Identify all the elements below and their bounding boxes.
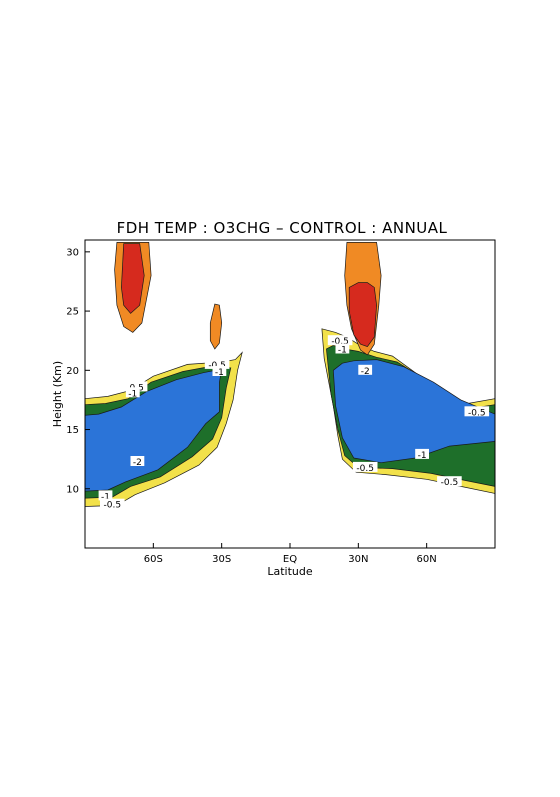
- contour-label-text: -0.5: [331, 337, 349, 347]
- contour-label-bg: [335, 343, 350, 354]
- contour-label-13: -0.5: [464, 406, 490, 418]
- contour-label-text: -1: [338, 346, 347, 356]
- contour-label-bg: [352, 461, 378, 472]
- x-tick-label-1: 30S: [212, 554, 231, 565]
- contour-label-bg: [358, 364, 373, 375]
- contour-label-4: -0.5: [100, 498, 125, 511]
- chart-title: FDH TEMP : O3CHG – CONTROL : ANNUAL: [117, 219, 448, 237]
- contour-label-bg: [122, 381, 148, 392]
- contour-label-bg: [437, 476, 462, 487]
- x-tick-label-3: 30N: [348, 554, 368, 565]
- y-tick-label-1: 15: [66, 425, 79, 436]
- contour-label-bg: [130, 456, 145, 466]
- contour-label-10: -0.5: [352, 461, 378, 474]
- contour-label-5: -0.5: [204, 358, 230, 371]
- filled-regions: [84, 242, 496, 507]
- contour-label-text: -1: [215, 368, 224, 378]
- contour-label-bg: [327, 335, 353, 346]
- region-7: [121, 243, 145, 314]
- x-tick-label-0: 60S: [144, 554, 163, 565]
- contour-label-1: -1: [125, 387, 140, 399]
- y-tick-label-0: 10: [66, 484, 79, 495]
- y-tick-label-4: 30: [66, 247, 79, 258]
- contour-label-text: -0.5: [356, 464, 374, 474]
- contour-label-12: -0.5: [437, 476, 462, 488]
- x-axis-label: Latitude: [267, 565, 313, 578]
- contour-label-11: -1: [415, 448, 429, 461]
- y-tick-label-3: 25: [66, 307, 79, 318]
- x-tick-label-2: EQ: [283, 554, 297, 565]
- contour-label-bg: [125, 387, 140, 398]
- x-axis: 60S 30S EQ 30N 60N: [144, 543, 437, 565]
- contour-label-text: -0.5: [208, 361, 226, 371]
- contour-label-text: -2: [361, 367, 370, 377]
- contour-label-bg: [464, 406, 490, 417]
- contour-label-text: -1: [101, 492, 110, 502]
- contour-label-text: -0.5: [441, 478, 459, 488]
- contour-label-text: -2: [133, 458, 142, 468]
- contour-label-bg: [415, 448, 429, 459]
- region-8: [209, 303, 223, 350]
- contour-label-bg: [204, 358, 230, 369]
- contour-label-bg: [98, 490, 113, 501]
- contour-label-bg: [100, 498, 125, 509]
- contour-labels: -0.5-1-2-1-0.5-0.5-1-0.5-1-2-0.5-1-0.5-0…: [98, 335, 490, 511]
- y-axis-label: Height (Km): [51, 361, 64, 427]
- contour-label-text: -1: [128, 389, 137, 399]
- x-tick-label-4: 60N: [417, 554, 437, 565]
- contour-label-8: -1: [335, 343, 350, 356]
- contour-label-text: -0.5: [104, 501, 122, 511]
- contour-label-text: -1: [418, 451, 427, 461]
- y-axis: 10 15 20 25 30: [66, 247, 90, 495]
- contour-label-3: -1: [98, 490, 113, 502]
- contour-label-2: -2: [130, 456, 145, 468]
- contour-label-6: -1: [212, 366, 227, 378]
- contour-label-9: -2: [358, 364, 373, 377]
- region-10: [348, 282, 377, 348]
- contour-label-text: -0.5: [468, 408, 486, 418]
- contour-label-7: -0.5: [327, 335, 353, 347]
- plot-area: -0.5-1-2-1-0.5-0.5-1-0.5-1-2-0.5-1-0.5-0…: [84, 239, 496, 549]
- y-tick-label-2: 20: [66, 366, 79, 377]
- contour-label-bg: [212, 366, 227, 376]
